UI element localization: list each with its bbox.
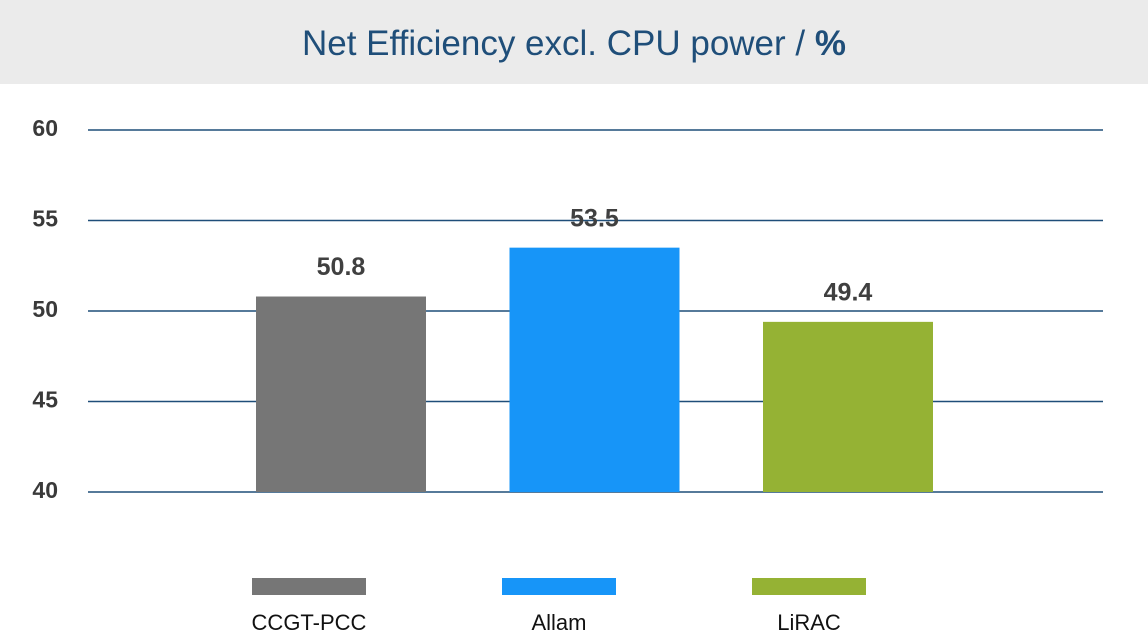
title-text: Net Efficiency excl. CPU power / [302,24,805,63]
y-tick-label: 55 [32,206,58,232]
y-tick-label: 50 [32,296,58,322]
bar [509,247,680,492]
bar [256,296,426,492]
legend-label: Allam [531,610,586,635]
chart-title: Net Efficiency excl. CPU power / % [302,24,846,63]
legend-swatch [752,578,866,595]
data-label: 53.5 [570,204,619,232]
title-band [0,0,1148,84]
title-unit: % [815,24,846,63]
data-label: 49.4 [824,278,873,306]
bar [763,321,933,492]
data-label: 50.8 [317,253,366,281]
legend-label: LiRAC [777,610,841,635]
y-tick-label: 40 [32,477,58,503]
legend-swatch [252,578,366,595]
y-tick-label: 60 [32,115,58,141]
legend-swatch [502,578,616,595]
legend-label: CCGT-PCC [252,610,367,635]
y-tick-label: 45 [32,387,58,413]
